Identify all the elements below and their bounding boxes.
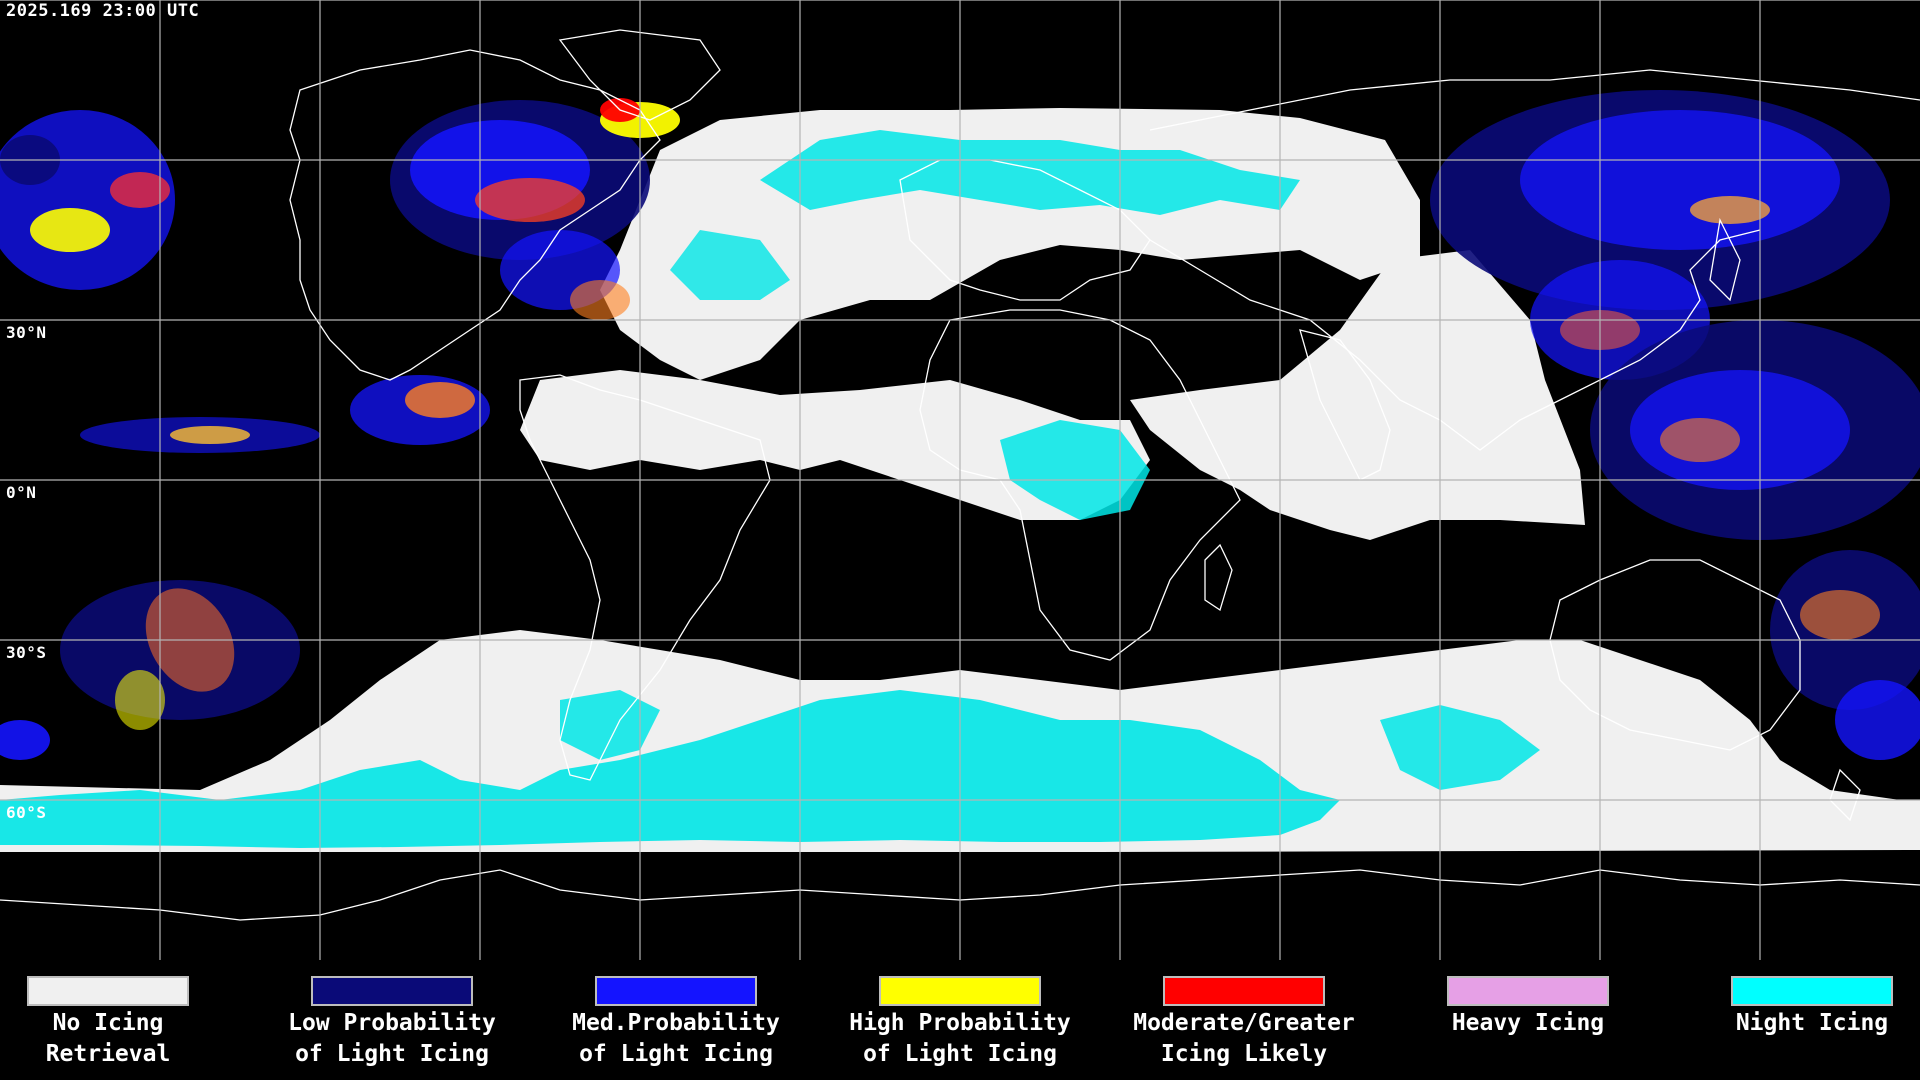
legend-label-line1: No Icing [52, 1010, 164, 1036]
lat-label-0n: 0°N [6, 483, 37, 502]
night-icing-arctic [670, 230, 790, 300]
coast-india [1299, 329, 1391, 481]
night-icing-north [760, 130, 1300, 215]
lat-label-60s: 60°S [6, 803, 47, 822]
coast-antarctica [0, 869, 1920, 921]
lat-lon-grid [0, 0, 1920, 960]
legend-item-night-icing: Night Icing [1670, 976, 1920, 1076]
lat-label-30n: 30°N [6, 323, 47, 342]
global-icing-map [0, 0, 1920, 960]
icing-legend: No Icing Retrieval Low Probability of Li… [0, 960, 1920, 1080]
coast-europe [899, 159, 1151, 301]
coast-asia [1149, 69, 1920, 451]
legend-item-no-icing: No Icing Retrieval [0, 976, 250, 1076]
coast-africa [919, 309, 1241, 661]
night-icing-areas [0, 130, 1540, 848]
legend-swatch-med-probability [595, 976, 757, 1006]
coast-new-zealand [1829, 768, 1861, 822]
night-icing-africa [1000, 420, 1150, 520]
retrieval-area-africa-atlantic [520, 370, 1150, 520]
coast-japan [1709, 217, 1741, 302]
legend-swatch-moderate-greater [1163, 976, 1325, 1006]
night-icing-south-atlantic [560, 690, 660, 760]
legend-label-line1: Night Icing [1735, 1010, 1889, 1036]
legend-label-line1: Low Probability [288, 1010, 496, 1036]
coast-south-america [519, 374, 771, 781]
lat-label-30s: 30°S [6, 643, 47, 662]
legend-label-line2: of Light Icing [295, 1041, 489, 1067]
legend-label-line2: of Light Icing [579, 1041, 773, 1067]
legend-item-low-probability: Low Probability of Light Icing [250, 976, 534, 1076]
coast-madagascar [1204, 543, 1233, 612]
coast-north-america [289, 49, 661, 381]
legend-label-line2: of Light Icing [863, 1041, 1057, 1067]
legend-item-moderate-greater: Moderate/Greater Icing Likely [1102, 976, 1386, 1076]
legend-label-line1: Heavy Icing [1451, 1010, 1605, 1036]
coast-greenland [558, 29, 721, 121]
legend-item-med-probability: Med.Probability of Light Icing [534, 976, 818, 1076]
legend-swatch-heavy-icing [1447, 976, 1609, 1006]
coast-australia [1549, 559, 1801, 751]
retrieval-area-south-asia [1130, 250, 1585, 540]
legend-swatch-no-icing [27, 976, 189, 1006]
legend-label-line1: Moderate/Greater [1133, 1010, 1355, 1036]
coastlines [0, 29, 1920, 921]
night-icing-south-indian [1380, 705, 1540, 790]
night-icing-southern-ocean [0, 690, 1340, 848]
legend-item-high-probability: High Probability of Light Icing [818, 976, 1102, 1076]
legend-label-line1: High Probability [849, 1010, 1071, 1036]
legend-swatch-low-probability [311, 976, 473, 1006]
icing-probability-clusters [0, 90, 1920, 760]
timestamp-label: 2025.169 23:00 UTC [6, 1, 200, 21]
legend-label-line2: Retrieval [45, 1041, 171, 1067]
legend-swatch-high-probability [879, 976, 1041, 1006]
legend-item-heavy-icing: Heavy Icing [1386, 976, 1670, 1076]
legend-label-line1: Med.Probability [572, 1010, 780, 1036]
legend-swatch-night-icing [1731, 976, 1893, 1006]
legend-label-line2: Icing Likely [1160, 1041, 1328, 1067]
